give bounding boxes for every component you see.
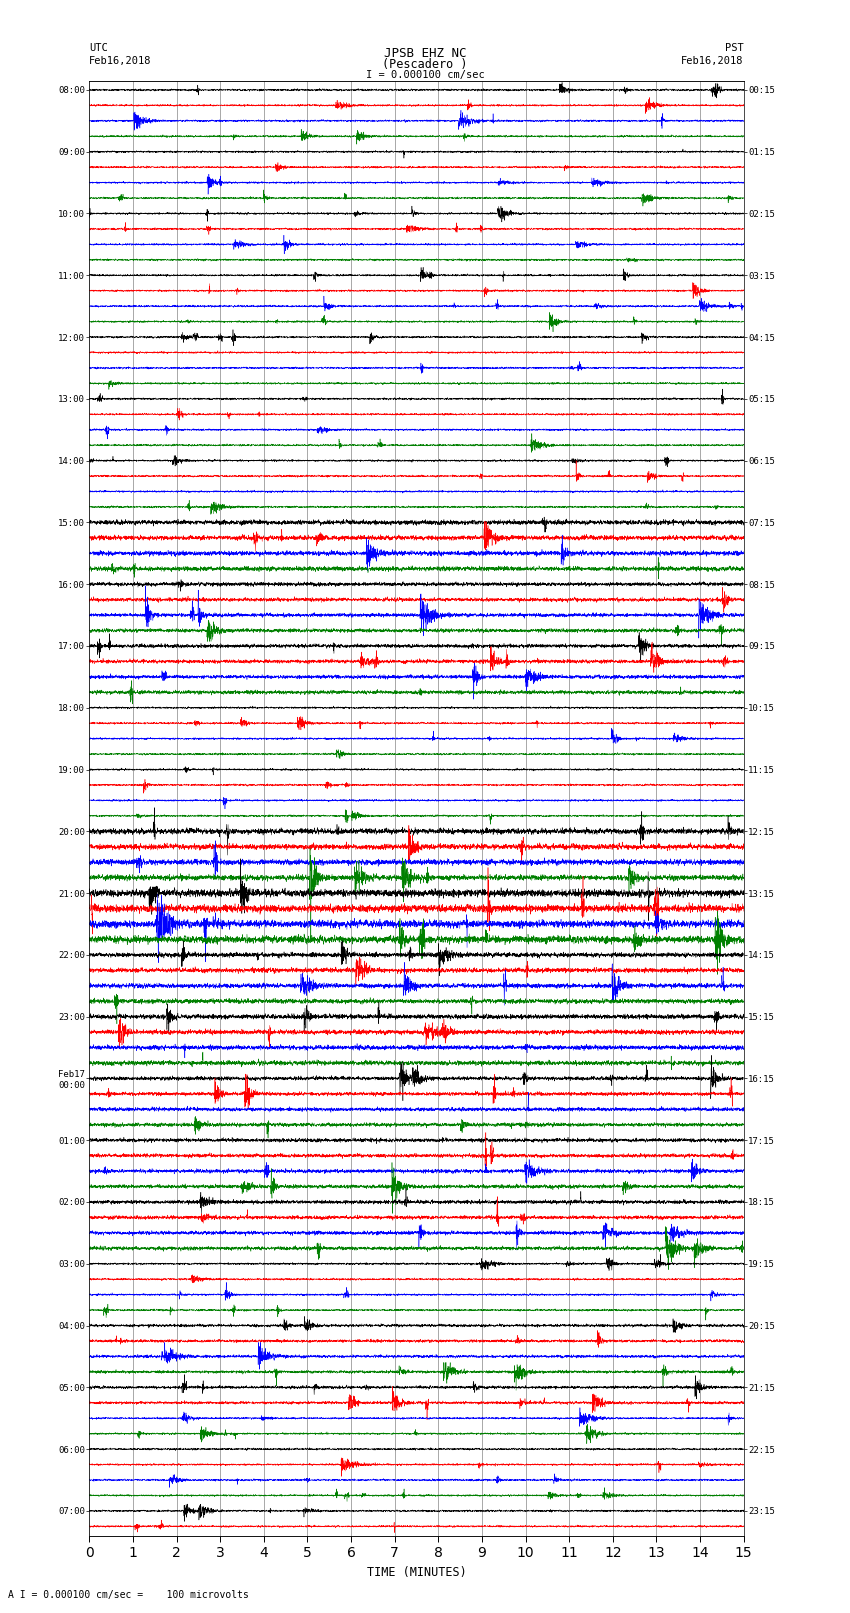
X-axis label: TIME (MINUTES): TIME (MINUTES) — [366, 1566, 467, 1579]
Text: A I = 0.000100 cm/sec =    100 microvolts: A I = 0.000100 cm/sec = 100 microvolts — [8, 1590, 249, 1600]
Text: PST: PST — [725, 44, 744, 53]
Text: I = 0.000100 cm/sec: I = 0.000100 cm/sec — [366, 69, 484, 79]
Text: Feb16,2018: Feb16,2018 — [89, 56, 152, 66]
Text: Feb16,2018: Feb16,2018 — [681, 56, 744, 66]
Text: JPSB EHZ NC: JPSB EHZ NC — [383, 47, 467, 60]
Text: (Pescadero ): (Pescadero ) — [382, 58, 468, 71]
Text: UTC: UTC — [89, 44, 108, 53]
